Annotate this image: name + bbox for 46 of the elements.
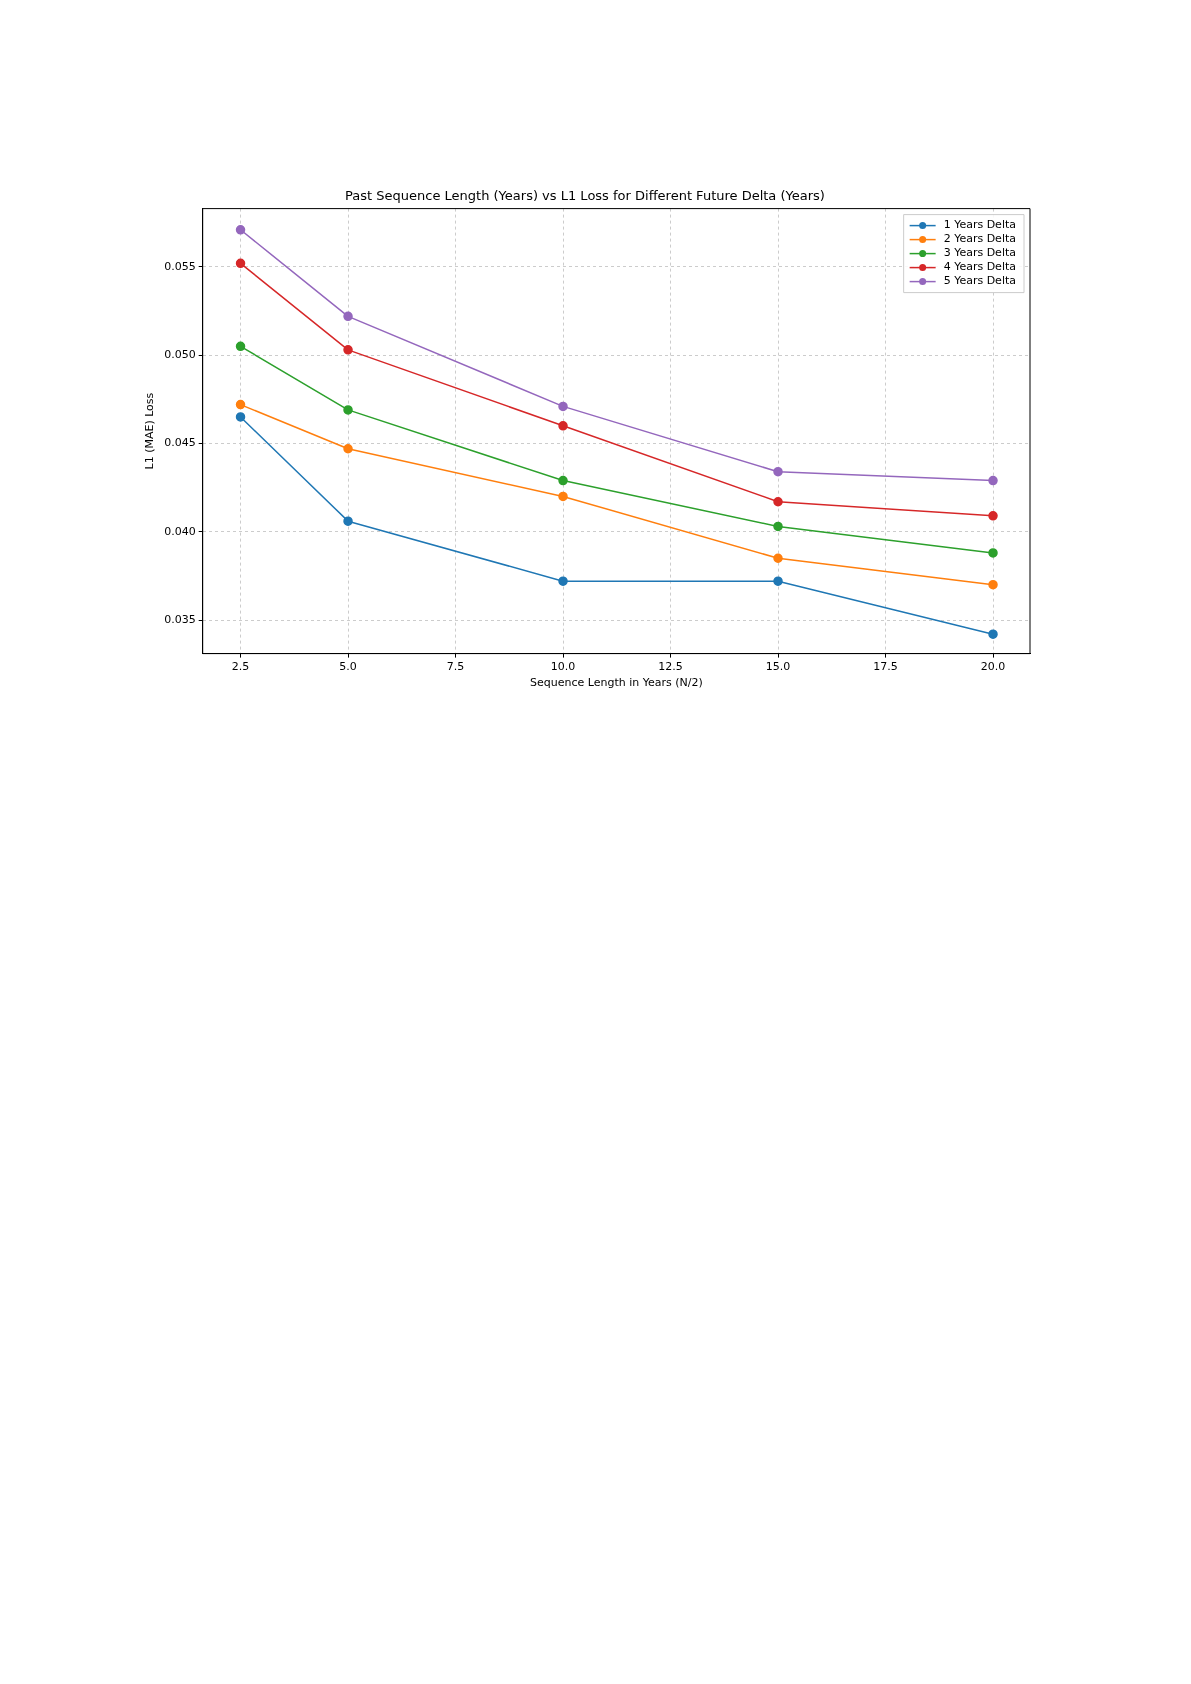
legend-label: 2 Years Delta — [943, 232, 1016, 246]
y-axis-title: L1 (MAE) Loss — [143, 392, 157, 470]
point — [988, 579, 998, 590]
y-tick-label: 0.040 — [164, 524, 196, 538]
x-tick-label: 15.0 — [765, 660, 791, 674]
point — [773, 553, 783, 563]
y-tick-label: 0.045 — [164, 436, 196, 450]
point — [773, 576, 783, 586]
x-tick-label: 7.5 — [446, 660, 465, 674]
legend-label: 3 Years Delta — [943, 246, 1016, 260]
point — [558, 401, 568, 412]
point — [235, 399, 246, 410]
point — [773, 496, 783, 507]
point — [988, 629, 998, 639]
point — [558, 475, 568, 486]
y-tick-label: 0.055 — [164, 259, 196, 273]
legend-label: 4 Years Delta — [943, 260, 1016, 274]
y-tick-label: 0.035 — [164, 612, 196, 626]
chart-title: Past Sequence Length (Years) vs L1 Loss for Different Future Delta (Years) — [345, 188, 825, 204]
point — [773, 466, 783, 477]
point — [235, 412, 246, 422]
x-tick-label: 17.5 — [873, 660, 898, 674]
x-tick-label: 2.5 — [231, 660, 250, 674]
y-tick-label: 0.050 — [164, 348, 196, 362]
point — [558, 421, 568, 431]
x-tick-label: 5.0 — [339, 660, 357, 674]
point — [343, 444, 353, 454]
point — [235, 258, 246, 269]
x-tick-label: 20.0 — [980, 660, 1006, 674]
point — [988, 511, 998, 521]
point — [235, 341, 246, 352]
point — [773, 521, 783, 532]
point — [343, 405, 353, 415]
point — [558, 576, 568, 586]
x-tick-label: 10.0 — [550, 660, 576, 674]
legend-label: 5 Years Delta — [943, 274, 1016, 288]
point — [558, 491, 568, 502]
point — [988, 548, 998, 558]
point — [235, 225, 246, 235]
point — [343, 311, 353, 322]
legend-label: 1 Years Delta — [943, 218, 1016, 232]
point — [988, 475, 998, 486]
point — [343, 516, 353, 526]
x-axis-title: Sequence Length in Years (N/2) — [529, 676, 703, 690]
x-tick-label: 12.5 — [658, 660, 683, 674]
point — [343, 345, 353, 355]
